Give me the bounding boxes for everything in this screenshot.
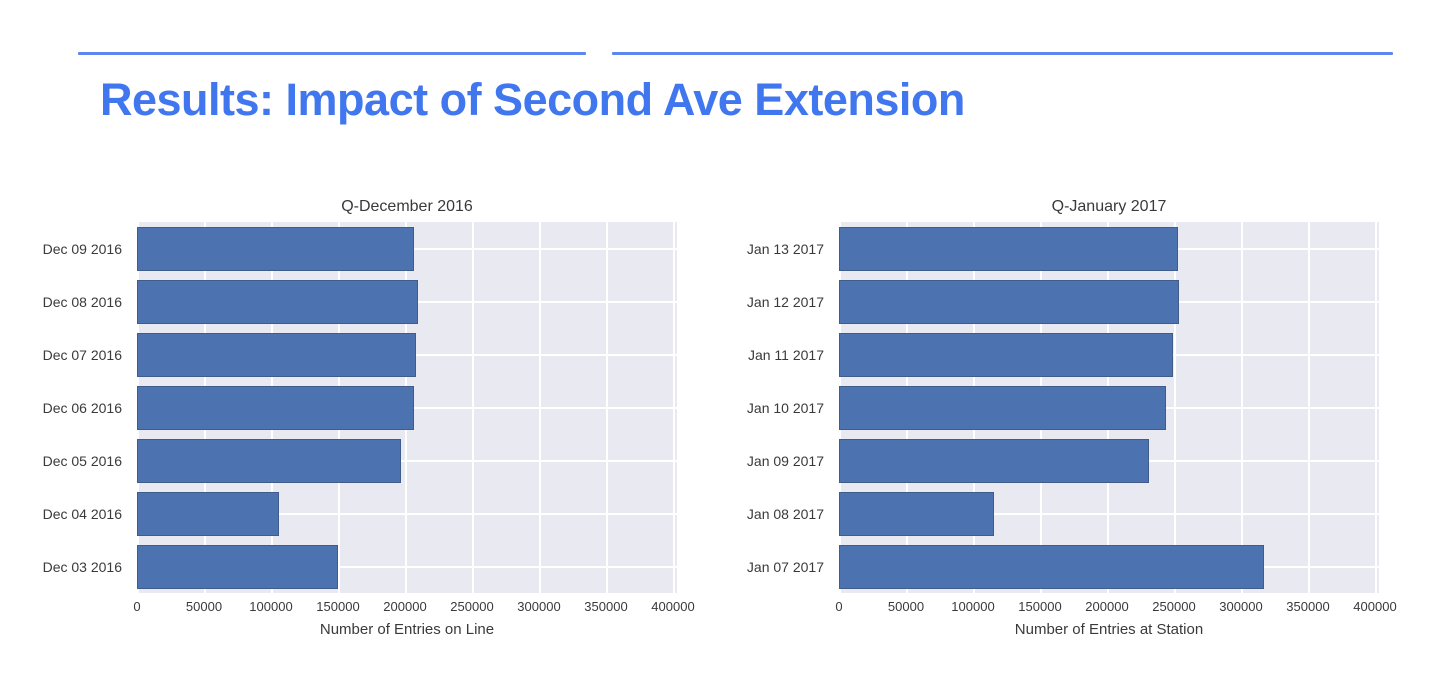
y-tick-label: Jan 11 2017	[747, 346, 824, 363]
x-tick-label: 200000	[1085, 599, 1129, 614]
bar-chart-december: Q-December 2016 Dec 09 2016 Dec 08 2016 Dec…	[0, 190, 700, 660]
y-tick-label: Jan 09 2017	[746, 452, 824, 469]
page-title: Results: Impact of Second Ave Extension	[100, 74, 965, 125]
x-tick-label: 250000	[450, 599, 494, 614]
x-tick-label: 400000	[1353, 599, 1397, 614]
y-tick-label: Jan 10 2017	[746, 399, 824, 416]
x-axis-label: Number of Entries at Station	[1014, 621, 1204, 638]
gridline-horizontal	[137, 512, 677, 515]
y-tick-label: Jan 08 2017	[746, 505, 824, 522]
x-tick-label: 400000	[651, 599, 695, 614]
x-tick-label: 100000	[249, 599, 293, 614]
x-tick-label: 150000	[1018, 599, 1062, 614]
y-tick-label: Dec 08 2016	[42, 293, 122, 310]
x-tick-label: 0	[835, 599, 843, 614]
x-tick-label: 350000	[1286, 599, 1330, 614]
y-tick-label: Dec 09 2016	[42, 240, 122, 257]
bar-dec-09-2016	[137, 226, 415, 271]
bar-jan-11-2017	[839, 332, 1173, 377]
plot-area	[839, 222, 1379, 593]
gridline-horizontal	[137, 565, 677, 568]
y-tick-label: Dec 05 2016	[42, 452, 122, 469]
x-tick-label: 0	[133, 599, 141, 614]
bar-dec-08-2016	[137, 279, 419, 324]
bar-dec-06-2016	[137, 385, 415, 430]
chart-title: Q-December 2016	[341, 198, 473, 215]
chart-title: Q-January 2017	[1051, 198, 1167, 215]
header-rule-right	[612, 52, 1393, 55]
y-tick-label: Jan 13 2017	[746, 240, 824, 257]
y-tick-label: Dec 07 2016	[42, 346, 122, 363]
bar-chart-january: Q-January 2017 Jan 13 2017 Jan 12 2017 Jan …	[702, 190, 1402, 660]
header-rule-left	[78, 52, 586, 55]
bar-jan-12-2017	[839, 279, 1180, 324]
bar-dec-05-2016	[137, 438, 401, 483]
bar-jan-13-2017	[839, 226, 1179, 271]
x-tick-label: 150000	[316, 599, 360, 614]
x-tick-label: 250000	[1152, 599, 1196, 614]
bar-dec-07-2016	[137, 332, 416, 377]
y-tick-label: Dec 04 2016	[42, 505, 122, 522]
x-axis-label: Number of Entries on Line	[319, 621, 495, 638]
x-tick-label: 300000	[517, 599, 561, 614]
bar-jan-08-2017	[839, 491, 995, 536]
x-tick-label: 200000	[383, 599, 427, 614]
plot-area	[137, 222, 677, 593]
x-tick-label: 50000	[887, 599, 925, 614]
x-tick-label: 50000	[185, 599, 223, 614]
gridline-horizontal	[137, 459, 677, 462]
x-tick-label: 350000	[584, 599, 628, 614]
bar-jan-07-2017	[839, 544, 1264, 589]
x-tick-label: 300000	[1219, 599, 1263, 614]
gridline-horizontal	[839, 512, 1379, 515]
bar-dec-04-2016	[137, 491, 280, 536]
bar-dec-03-2016	[137, 544, 338, 589]
y-tick-label: Dec 06 2016	[42, 399, 122, 416]
bar-jan-09-2017	[839, 438, 1149, 483]
bar-jan-10-2017	[839, 385, 1166, 430]
x-tick-label: 100000	[951, 599, 995, 614]
y-tick-label: Jan 12 2017	[746, 293, 824, 310]
y-tick-label: Dec 03 2016	[42, 558, 122, 575]
y-tick-label: Jan 07 2017	[746, 558, 824, 575]
